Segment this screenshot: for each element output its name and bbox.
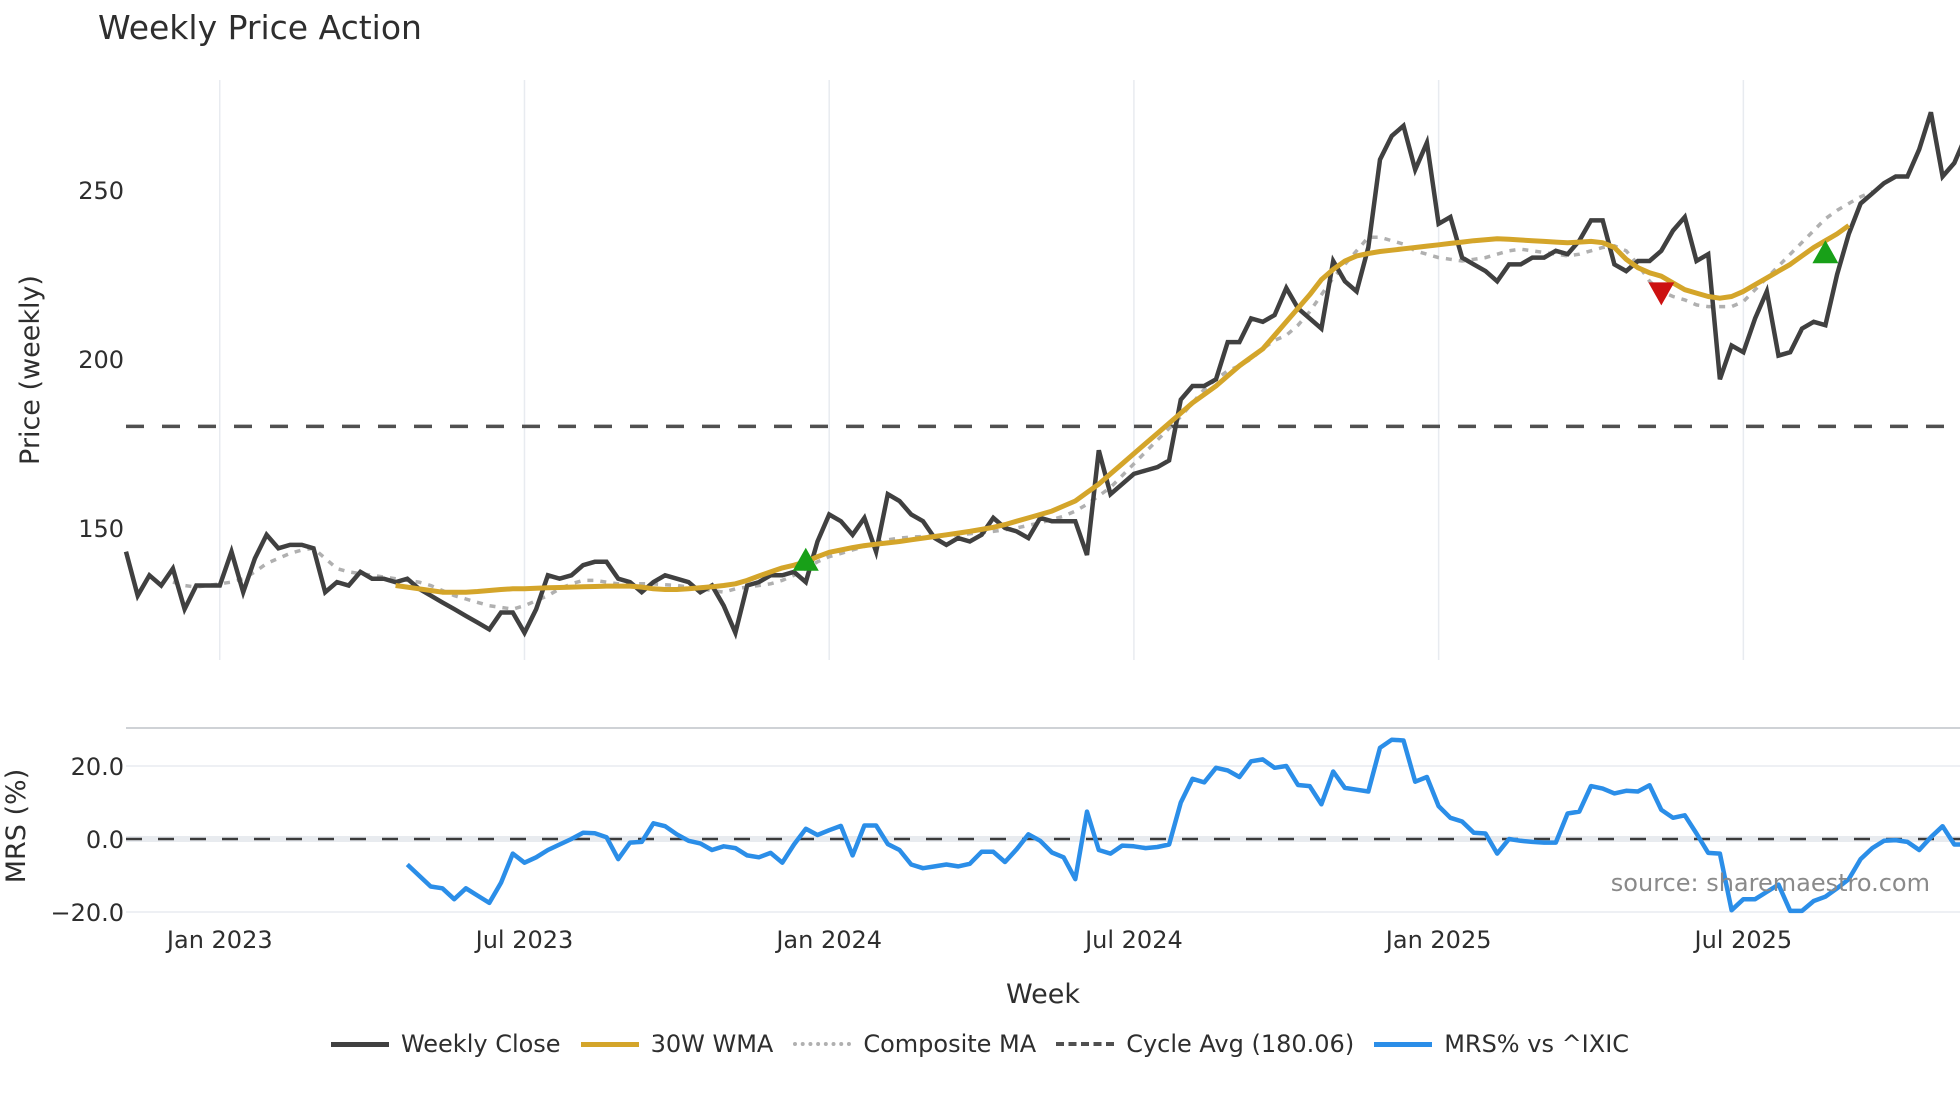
line-swatch-icon bbox=[580, 1041, 639, 1047]
y-tick-label: 250 bbox=[78, 177, 124, 205]
legend-label: Cycle Avg (180.06) bbox=[1126, 1030, 1355, 1058]
price-axis-title: Price (weekly) bbox=[15, 275, 46, 465]
x-tick-label: Jan 2023 bbox=[165, 926, 273, 954]
legend-item-composite-ma[interactable]: Composite MA bbox=[793, 1030, 1036, 1058]
legend-label: MRS% vs ^IXIC bbox=[1444, 1030, 1630, 1058]
gridlines bbox=[126, 80, 1960, 913]
buy-signal-triangle-icon bbox=[792, 547, 819, 571]
x-tick-label: Jan 2025 bbox=[1384, 926, 1492, 954]
x-tick-label: Jan 2024 bbox=[774, 926, 882, 954]
buy-signal-triangle-icon bbox=[1812, 240, 1839, 264]
x-tick-label: Jul 2025 bbox=[1693, 926, 1793, 954]
x-axis-title: Week bbox=[1006, 979, 1080, 1010]
legend-label: Weekly Close bbox=[400, 1030, 561, 1058]
dotted-swatch-icon bbox=[793, 1042, 852, 1046]
legend-item-cycle-avg[interactable]: Cycle Avg (180.06) bbox=[1056, 1030, 1354, 1058]
mrs-axis-title: MRS (%) bbox=[1, 769, 32, 884]
legend-item-mrs[interactable]: MRS% vs ^IXIC bbox=[1374, 1030, 1629, 1058]
composite-ma-line bbox=[172, 190, 1873, 611]
x-tick-label: Jul 2023 bbox=[474, 926, 574, 954]
axis-labels: 250 200 150 20.0 0.0 −20.0 Jan 2023 Jul 2023 Jan… bbox=[1, 177, 1792, 1010]
legend: Weekly Close 30W WMA Composite MA Cycle … bbox=[0, 1030, 1960, 1058]
signal-markers bbox=[792, 240, 1839, 571]
mrs-tick-label: 0.0 bbox=[86, 826, 124, 854]
x-tick-label: Jul 2024 bbox=[1083, 926, 1183, 954]
legend-label: 30W WMA bbox=[650, 1030, 774, 1058]
y-tick-label: 150 bbox=[78, 515, 124, 543]
dashed-swatch-icon bbox=[1056, 1042, 1115, 1046]
chart-title: Weekly Price Action bbox=[98, 8, 422, 47]
mrs-line bbox=[405, 737, 1960, 914]
source-watermark: source: sharemaestro.com bbox=[1611, 869, 1930, 897]
legend-item-30w-wma[interactable]: 30W WMA bbox=[580, 1030, 774, 1058]
weekly-close-line bbox=[123, 111, 1960, 640]
line-swatch-icon bbox=[330, 1041, 389, 1047]
mrs-tick-label: 20.0 bbox=[71, 753, 124, 781]
wma-line bbox=[395, 223, 1851, 595]
legend-item-weekly-close[interactable]: Weekly Close bbox=[330, 1030, 561, 1058]
legend-label: Composite MA bbox=[863, 1030, 1037, 1058]
mrs-tick-label: −20.0 bbox=[50, 899, 124, 927]
series-layer bbox=[123, 111, 1960, 914]
y-tick-label: 200 bbox=[78, 346, 124, 374]
line-swatch-icon bbox=[1374, 1041, 1433, 1047]
sell-signal-triangle-icon bbox=[1648, 282, 1675, 306]
